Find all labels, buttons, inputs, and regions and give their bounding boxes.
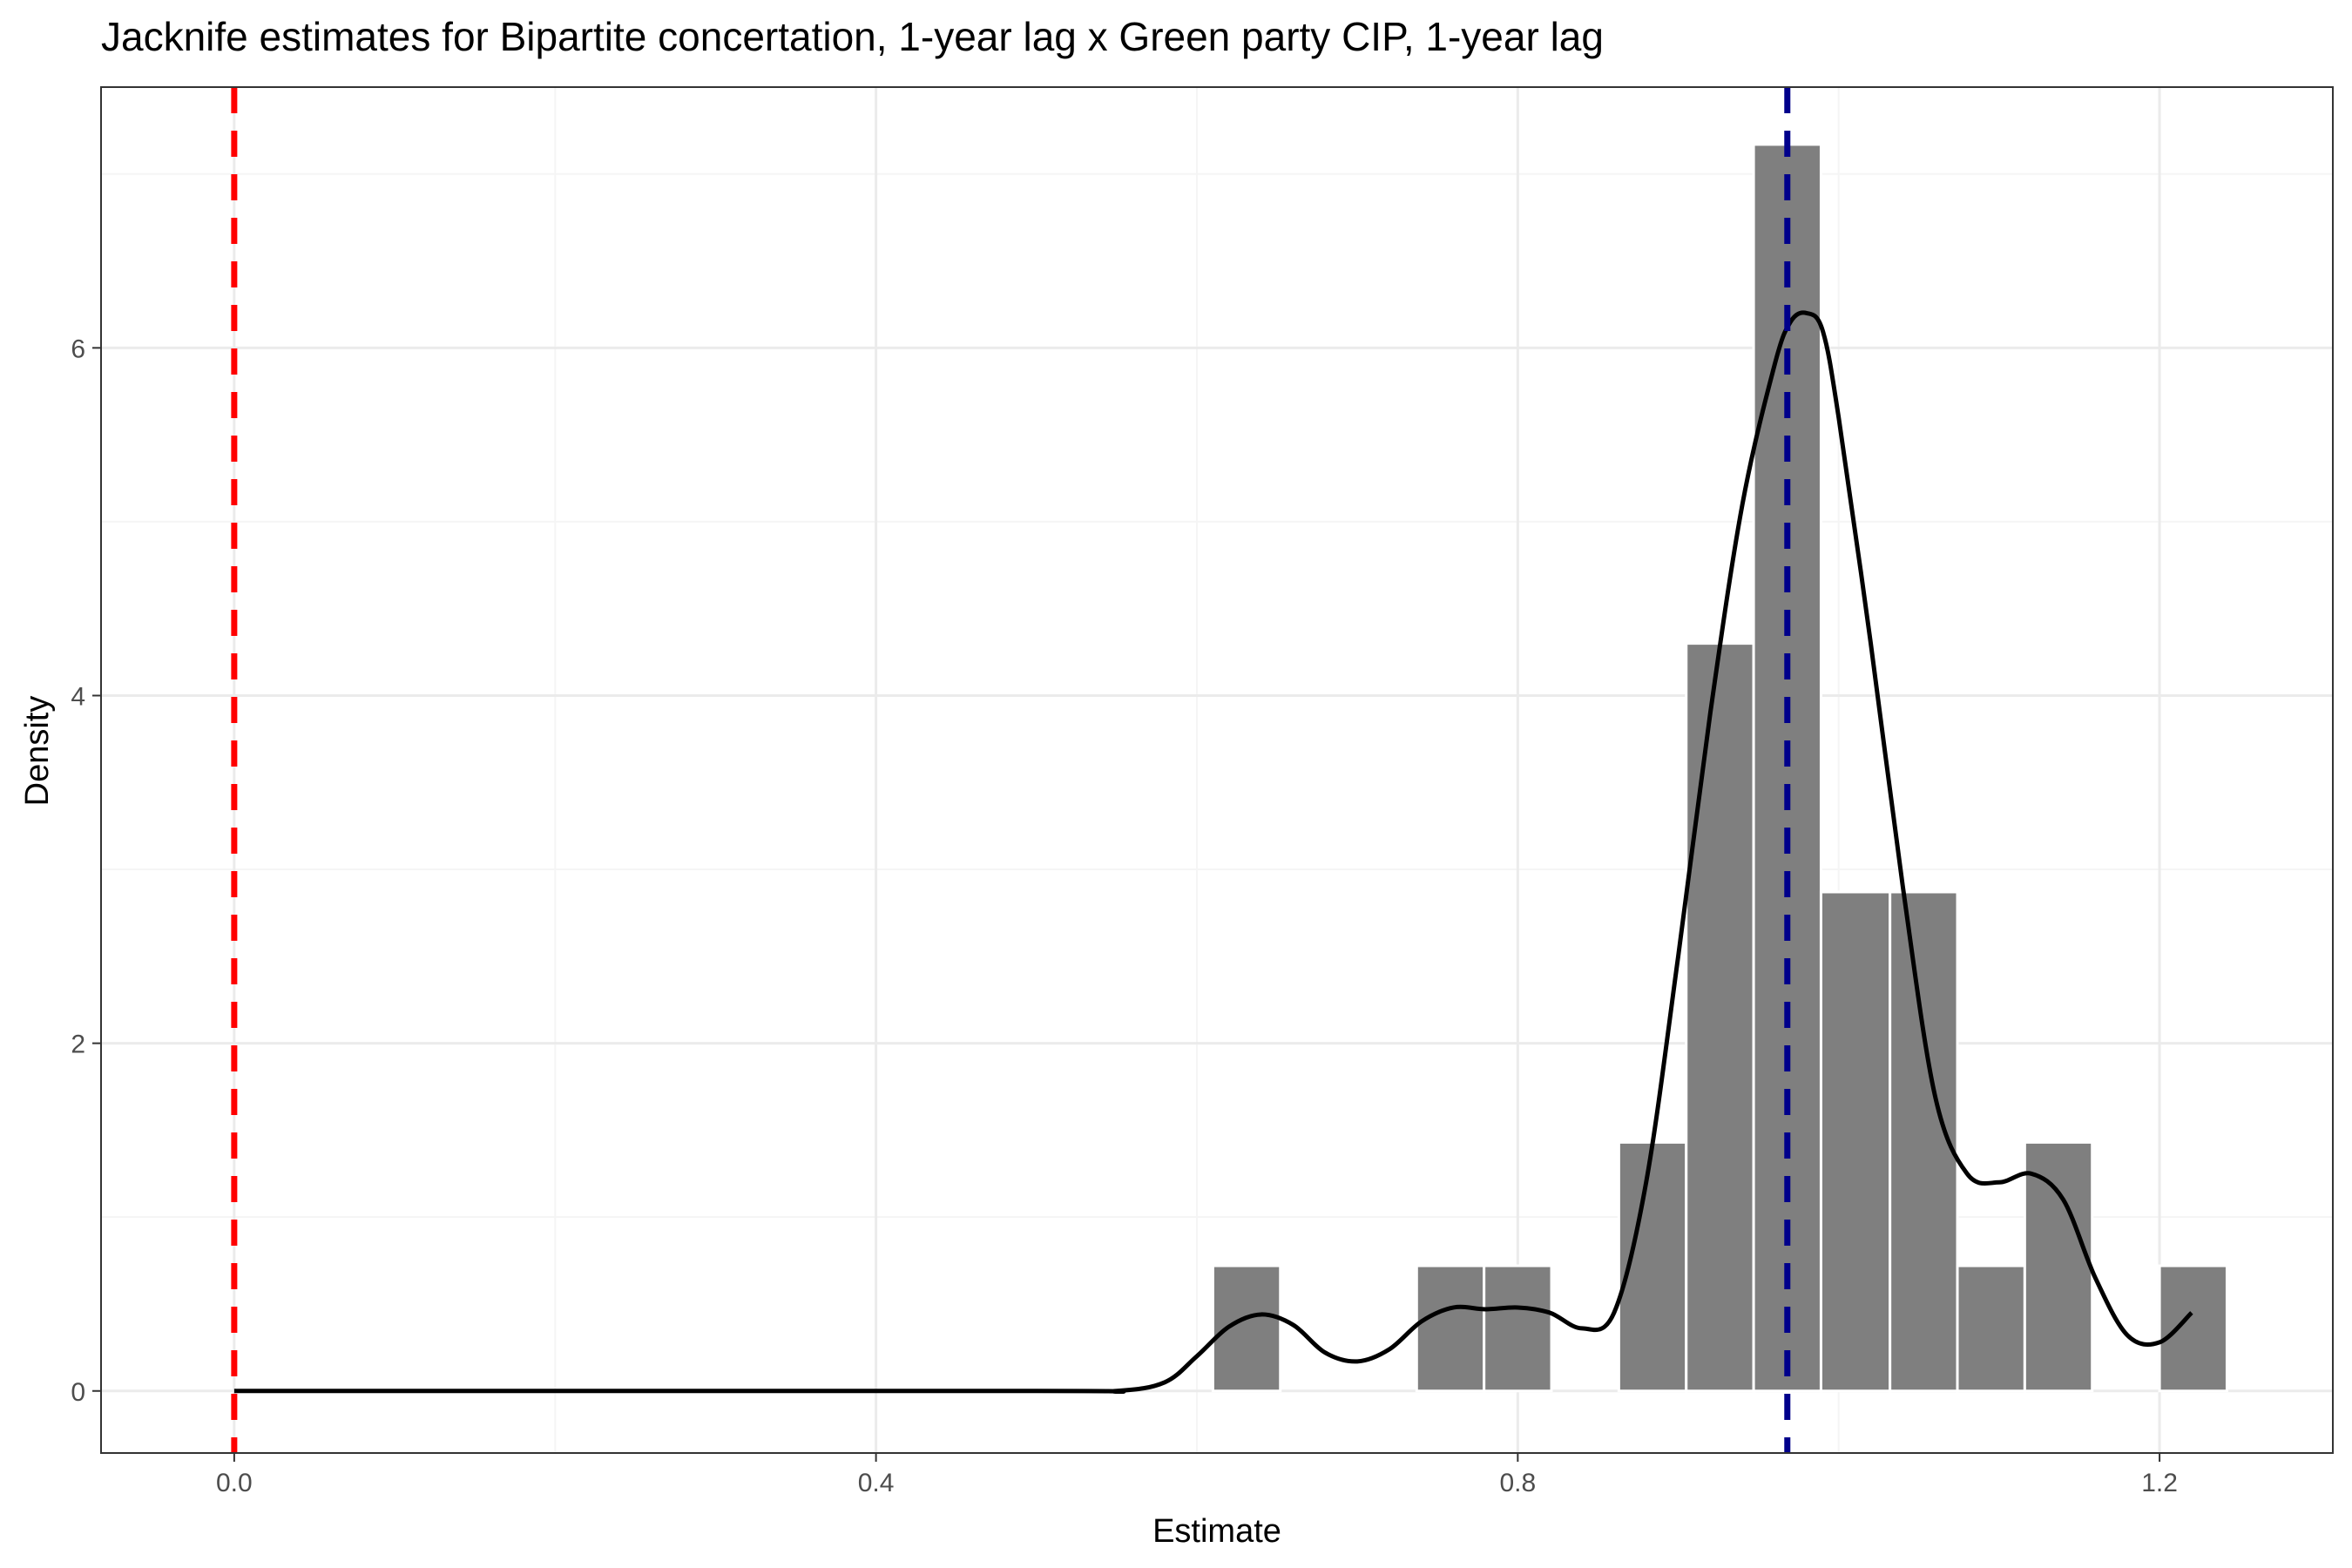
- x-axis-title: Estimate: [1152, 1513, 1281, 1550]
- density-curve-layer: [233, 310, 2193, 1394]
- x-tick-label-0: 0.0: [216, 1469, 253, 1497]
- y-tick-label-2: 4: [71, 682, 85, 711]
- y-tick-label-3: 6: [71, 335, 85, 363]
- histogram-bar-1: [1415, 1264, 1486, 1393]
- reference-lines: [231, 87, 1791, 1453]
- histogram-bar-8: [1956, 1264, 2026, 1393]
- y-axis-title: Density: [19, 696, 56, 807]
- panel-border: [100, 86, 2334, 1454]
- histogram-bar-9: [2023, 1140, 2094, 1393]
- x-tick-label-1: 0.4: [858, 1469, 895, 1497]
- grid-major: [101, 87, 2333, 1453]
- x-tick-label-3: 1.2: [2141, 1469, 2178, 1497]
- density-curve: [233, 310, 2193, 1394]
- x-tick-label-2: 0.8: [1499, 1469, 1536, 1497]
- chart-title: Jacknife estimates for Bipartite concert…: [101, 14, 1604, 59]
- histogram-bar-10: [2158, 1264, 2228, 1393]
- histogram-bars: [1211, 143, 2228, 1393]
- y-tick-label-0: 0: [71, 1378, 85, 1407]
- y-axis-ticks: 0 2 4 6: [71, 335, 101, 1407]
- histogram-bar-7: [1889, 890, 1959, 1393]
- histogram-bar-2: [1483, 1264, 1553, 1393]
- grid-minor: [101, 87, 2333, 1453]
- x-axis-ticks: 0.0 0.4 0.8 1.2: [216, 1453, 2178, 1497]
- histogram-bar-4: [1685, 642, 1755, 1393]
- y-tick-label-1: 2: [71, 1031, 85, 1059]
- histogram-bar-6: [1819, 890, 1892, 1393]
